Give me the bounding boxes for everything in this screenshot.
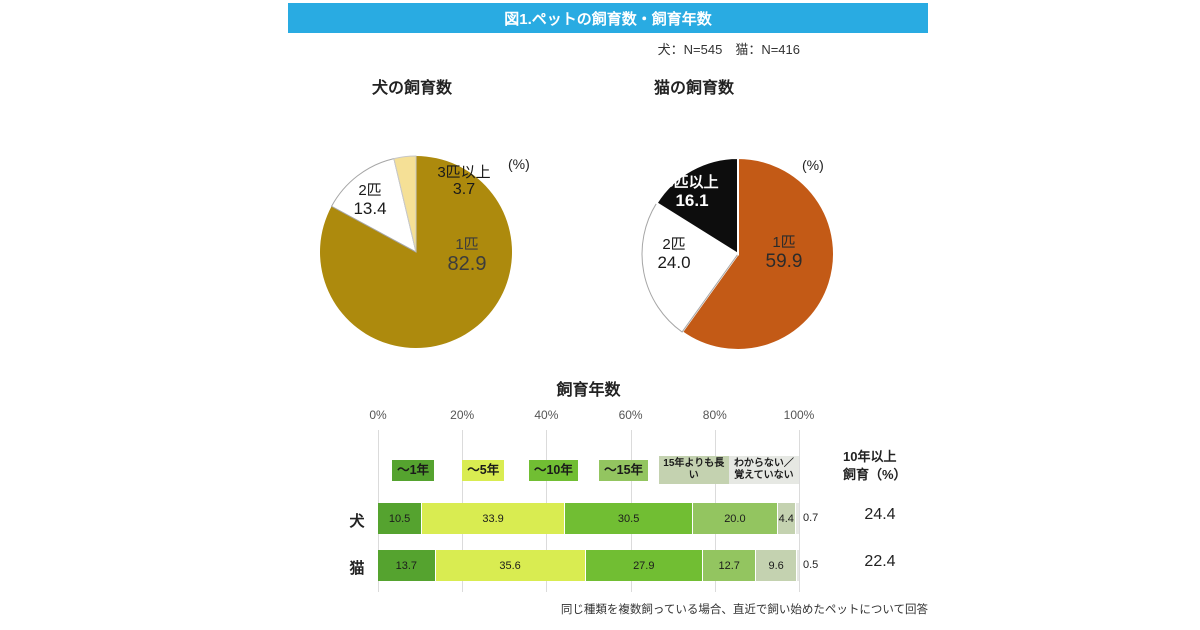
bar-0-segment-0: 10.5 [378, 503, 423, 534]
dog-pie-unit-label: (%) [508, 156, 530, 172]
dog-slice-label-three-plus: 3匹以上 3.7 [437, 164, 491, 199]
dog-slice-label-two: 2匹 13.4 [353, 182, 387, 219]
dog-pie-chart: 1匹 82.9 2匹 13.4 3匹以上 3.7 [316, 152, 516, 352]
legend-cell-4: 15年よりも長い [658, 446, 729, 494]
row-label-dog: 犬 [349, 513, 365, 530]
figure-title: 図1.ペットの飼育数・飼育年数 [504, 10, 712, 28]
bar-1-segment-3-value: 12.7 [718, 559, 740, 572]
legend-cell-3: ～15年 [589, 446, 659, 494]
stacked-bar-dog: 10.5 33.9 30.5 20.0 4.4 [378, 503, 799, 534]
gridline-5 [799, 430, 800, 592]
cat-over10-value: 22.4 [864, 553, 896, 570]
legend-cell-0: ～1年 [378, 446, 448, 494]
bar-1-segment-0: 13.7 [378, 550, 436, 581]
legend-label-4: 15年よりも長い [658, 456, 729, 484]
dog-pie-svg [320, 155, 513, 348]
pie-1-slice-2 [655, 156, 739, 256]
sample-size-note: 犬：N=545 猫：N=416 [657, 42, 800, 57]
dog-pie-title: 犬の飼育数 [372, 80, 453, 97]
legend-cell-5: わからない／覚えていない [728, 446, 800, 494]
bar-1-segment-4: 9.6 [756, 550, 797, 581]
bar-1-segment-4-value: 9.6 [768, 559, 784, 572]
axis-tick-0: 0% [369, 408, 387, 422]
bar-0-segment-0-value: 10.5 [388, 512, 411, 525]
bar-1-segment-1-value: 35.6 [499, 559, 521, 572]
cat-pie-svg [641, 156, 835, 351]
dog-over10-value: 24.4 [864, 506, 896, 523]
bar-0-segment-4-value: 4.4 [778, 512, 794, 525]
axis-tick-1: 20% [450, 408, 475, 422]
right-column-header: 10年以上 飼育（%） [843, 449, 907, 482]
bar-0-segment-4: 4.4 [777, 503, 797, 534]
legend-label-2: ～10年 [528, 459, 578, 481]
bar-0-segment-2-value: 30.5 [617, 512, 640, 525]
bar-0-segment-2: 30.5 [564, 503, 694, 534]
bar-chart-title: 飼育年数 [556, 382, 621, 399]
bar-0-segment-3-value: 20.0 [724, 512, 746, 525]
cat-pie-unit-label: (%) [802, 157, 824, 173]
pie-0-slice-1 [330, 157, 417, 253]
footnote: 同じ種類を複数飼っている場合、直近で飼い始めたペットについて回答 [560, 604, 928, 616]
pie-0-slice-2 [393, 155, 417, 253]
cat-slice-label-three-plus: 3匹以上 16.1 [665, 174, 719, 211]
dog-slice-label-one: 1匹 82.9 [447, 236, 487, 276]
bar-1-segment-0-value: 13.7 [395, 559, 418, 572]
bar-1-segment-2-value: 27.9 [633, 559, 655, 572]
axis-tick-4: 80% [702, 408, 727, 422]
legend-cell-1: ～5年 [448, 446, 518, 494]
cat-pie-chart: 1匹 59.9 2匹 24.0 3匹以上 16.1 [638, 154, 838, 354]
pie-1-slice-0 [680, 156, 835, 351]
bar-0-segment-5 [796, 503, 799, 534]
bar-1-segment-2: 27.9 [585, 550, 703, 581]
legend-label-3: ～15年 [599, 459, 649, 481]
legend-label-5: わからない／覚えていない [728, 456, 800, 484]
figure-title-bar: 図1.ペットの飼育数・飼育年数 [288, 3, 928, 33]
row-label-cat: 猫 [349, 560, 365, 577]
stacked-bar-cat: 13.7 35.6 27.9 12.7 9.6 [378, 550, 799, 581]
cat-pie-title: 猫の飼育数 [654, 80, 735, 97]
bar-1-segment-1: 35.6 [435, 550, 586, 581]
axis-tick-5: 100% [783, 408, 815, 422]
bar-0-segment-1: 33.9 [422, 503, 565, 534]
dog-outside-value: 0.7 [803, 512, 819, 524]
legend-label-1: ～5年 [462, 459, 505, 481]
axis-tick-3: 60% [618, 408, 643, 422]
legend-cell-2: ～10年 [518, 446, 588, 494]
axis-tick-2: 40% [534, 408, 559, 422]
cat-slice-label-one: 1匹 59.9 [765, 234, 803, 273]
bar-1-segment-5 [796, 550, 799, 581]
cat-slice-label-two: 2匹 24.0 [657, 236, 691, 273]
cat-outside-value: 0.5 [803, 559, 819, 571]
bar-0-segment-3: 20.0 [693, 503, 778, 534]
bar-0-segment-1-value: 33.9 [482, 512, 504, 525]
legend-label-0: ～1年 [392, 459, 435, 481]
bar-1-segment-3: 12.7 [703, 550, 757, 581]
bar-chart-legend: ～1年 ～5年 ～10年 ～15年 15年よりも長い わからない／覚えていない [378, 446, 800, 494]
pie-1-slice-1 [641, 202, 739, 333]
